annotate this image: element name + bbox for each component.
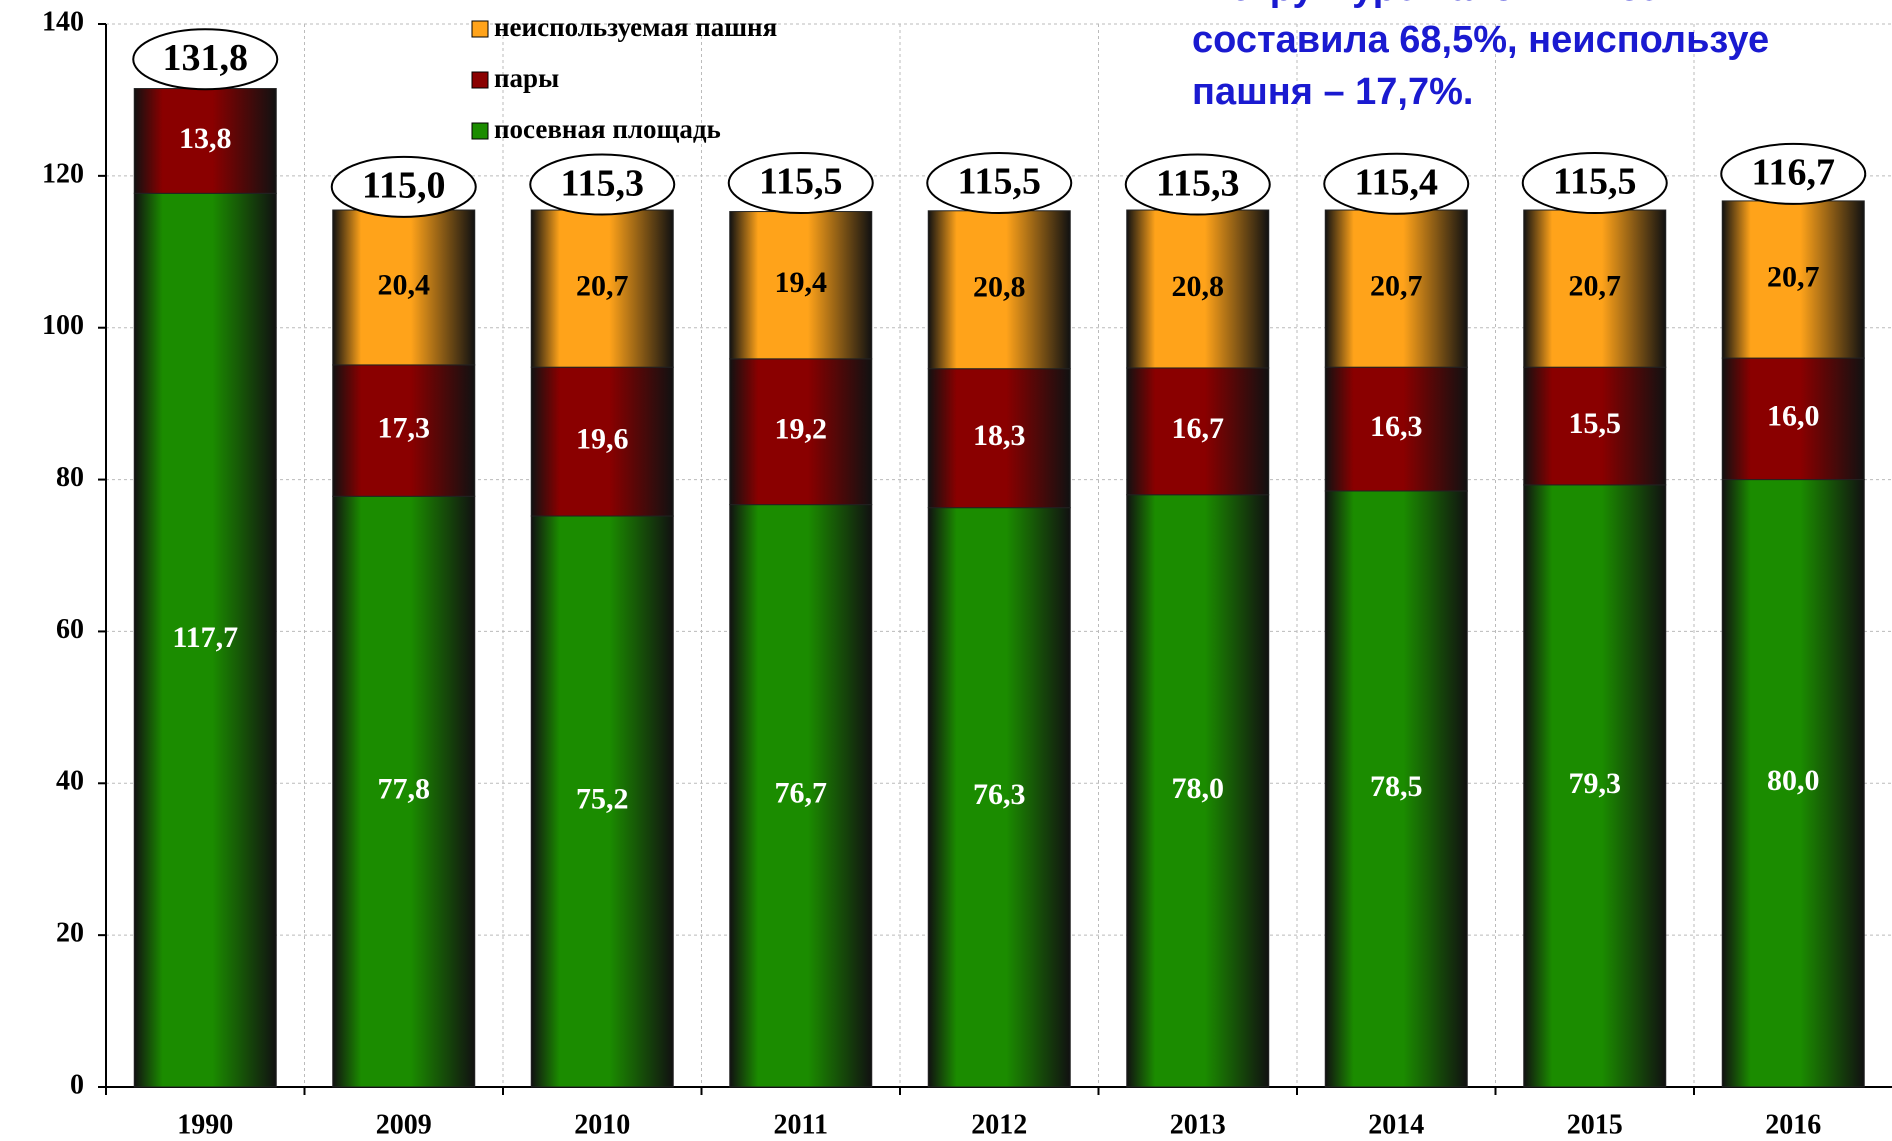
y-tick-label: 40: [56, 766, 84, 797]
total-bubble: [1521, 152, 1668, 215]
total-bubble: [1323, 152, 1470, 215]
bar-segment: [1523, 484, 1667, 1088]
bar-segment: [729, 358, 873, 506]
annotation-line: В структуре пахотных зе: [1192, 0, 1659, 9]
bar-segment: [530, 515, 674, 1088]
data-label: 20,7: [1370, 270, 1423, 303]
data-label: 117,7: [172, 621, 238, 654]
bar-segment: [927, 368, 1071, 509]
legend-label: посевная площадь: [494, 114, 721, 144]
data-label: 77,8: [378, 773, 431, 806]
total-label: 115,5: [759, 161, 842, 203]
total-label: 116,7: [1752, 152, 1835, 194]
data-label: 76,3: [973, 778, 1026, 811]
y-tick-label: 20: [56, 918, 84, 949]
total-bubble: [330, 155, 477, 218]
data-label: 78,5: [1370, 770, 1423, 803]
total-bubble: [926, 152, 1073, 215]
bar-segment: [1721, 479, 1865, 1088]
bar-segment: [927, 507, 1071, 1088]
total-bubble: [727, 152, 874, 215]
data-label: 76,7: [775, 777, 828, 810]
data-label: 15,5: [1569, 407, 1622, 440]
total-label: 115,3: [561, 162, 644, 204]
data-label: 16,7: [1172, 412, 1225, 445]
data-label: 79,3: [1569, 767, 1622, 800]
bar-segment: [133, 192, 277, 1088]
total-label: 115,5: [958, 161, 1041, 203]
y-tick-label: 100: [42, 310, 84, 341]
y-tick-label: 0: [70, 1069, 84, 1100]
legend-swatch: [471, 122, 489, 140]
total-label: 115,4: [1355, 162, 1438, 204]
bar-segment: [1126, 367, 1270, 496]
data-label: 78,0: [1172, 772, 1225, 805]
bar-segment: [1324, 490, 1468, 1088]
x-tick-label: 2012: [971, 1109, 1027, 1140]
bar-segment: [332, 495, 476, 1088]
bar-segment: [1721, 200, 1865, 359]
data-label: 17,3: [378, 411, 431, 444]
data-label: 80,0: [1767, 764, 1820, 797]
x-tick-label: 2015: [1567, 1109, 1623, 1140]
data-label: 20,8: [973, 271, 1026, 304]
bar-segment: [1126, 494, 1270, 1088]
data-label: 19,2: [775, 413, 828, 446]
x-tick-label: 2011: [774, 1109, 828, 1140]
data-label: 13,8: [179, 122, 232, 155]
total-bubble: [132, 28, 279, 91]
data-label: 20,7: [1767, 260, 1820, 293]
x-tick-label: 2010: [574, 1109, 630, 1140]
bar-segment: [1324, 209, 1468, 368]
total-bubble: [1124, 153, 1271, 216]
y-tick-label: 60: [56, 614, 84, 645]
x-tick-label: 2009: [376, 1109, 432, 1140]
bar-segment: [332, 364, 476, 497]
data-label: 19,6: [576, 422, 629, 455]
legend-swatch: [471, 71, 489, 89]
total-label: 131,8: [163, 37, 249, 79]
x-tick-label: 2014: [1368, 1109, 1424, 1140]
y-tick-label: 80: [56, 462, 84, 493]
legend-label: неиспользуемая пашня: [494, 12, 777, 42]
y-tick-label: 120: [42, 158, 84, 189]
bar-segment: [729, 504, 873, 1088]
bar-segment: [927, 210, 1071, 370]
legend-swatch: [471, 20, 489, 38]
data-label: 20,4: [378, 268, 431, 301]
x-tick-label: 2016: [1765, 1109, 1821, 1140]
total-bubble: [1720, 142, 1867, 205]
x-tick-label: 1990: [177, 1109, 233, 1140]
x-tick-label: 2013: [1170, 1109, 1226, 1140]
y-tick-label: 140: [42, 6, 84, 37]
bar-segment: [1523, 366, 1667, 486]
bar-segment: [530, 209, 674, 368]
data-label: 75,2: [576, 782, 629, 815]
bar-segment: [1126, 209, 1270, 369]
annotation-line: пашня – 17,7%.: [1192, 71, 1473, 113]
data-label: 20,7: [1569, 270, 1622, 303]
data-label: 19,4: [775, 266, 828, 299]
total-label: 115,5: [1553, 161, 1636, 203]
bar-segment: [1721, 357, 1865, 481]
legend-label: пары: [494, 63, 559, 93]
total-label: 115,3: [1156, 162, 1239, 204]
data-label: 20,7: [576, 270, 629, 303]
data-label: 16,3: [1370, 410, 1423, 443]
total-bubble: [529, 153, 676, 216]
bar-segment: [729, 211, 873, 360]
data-label: 18,3: [973, 419, 1026, 452]
annotation-line: составила 68,5%, неиспользуе: [1192, 19, 1769, 61]
data-label: 20,8: [1172, 270, 1225, 303]
bar-segment: [530, 366, 674, 517]
total-label: 115,0: [362, 165, 445, 207]
data-label: 16,0: [1767, 400, 1820, 433]
